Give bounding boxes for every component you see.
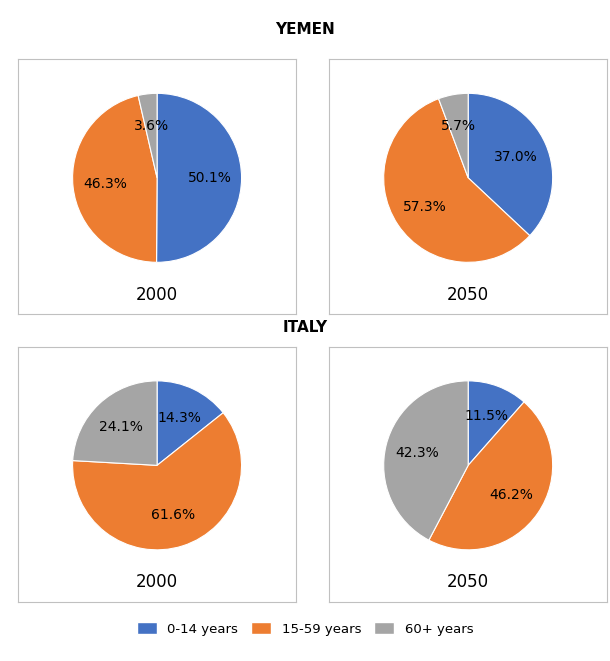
Text: YEMEN: YEMEN: [275, 22, 335, 37]
Text: 11.5%: 11.5%: [465, 409, 509, 423]
Wedge shape: [157, 93, 242, 262]
Legend: 0-14 years, 15-59 years, 60+ years: 0-14 years, 15-59 years, 60+ years: [132, 617, 478, 641]
Wedge shape: [468, 381, 524, 465]
Text: 50.1%: 50.1%: [187, 171, 231, 185]
Wedge shape: [468, 93, 553, 236]
Text: 42.3%: 42.3%: [395, 446, 439, 460]
Text: 2050: 2050: [447, 573, 489, 592]
Text: 2000: 2000: [136, 286, 178, 304]
Text: 2000: 2000: [136, 573, 178, 592]
Text: 3.6%: 3.6%: [134, 119, 169, 133]
Text: 14.3%: 14.3%: [158, 411, 202, 425]
Text: 2050: 2050: [447, 286, 489, 304]
Wedge shape: [157, 381, 223, 465]
Wedge shape: [73, 95, 157, 262]
Wedge shape: [384, 381, 468, 540]
Text: 5.7%: 5.7%: [442, 119, 476, 134]
Wedge shape: [138, 93, 157, 178]
Text: 61.6%: 61.6%: [151, 508, 195, 522]
Text: 57.3%: 57.3%: [403, 200, 447, 214]
Text: 37.0%: 37.0%: [494, 150, 538, 164]
Text: 46.2%: 46.2%: [489, 488, 533, 502]
Text: 24.1%: 24.1%: [99, 420, 143, 434]
Wedge shape: [439, 93, 468, 178]
Wedge shape: [429, 402, 553, 550]
Text: ITALY: ITALY: [282, 320, 328, 334]
Wedge shape: [384, 98, 529, 262]
Wedge shape: [73, 412, 242, 550]
Wedge shape: [73, 381, 157, 465]
Text: 46.3%: 46.3%: [83, 176, 127, 190]
